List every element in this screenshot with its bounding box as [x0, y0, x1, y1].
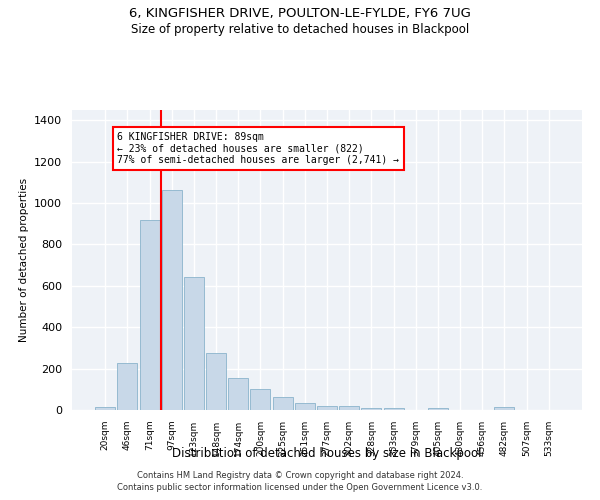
Bar [140, 220, 160, 410]
Bar [95, 407, 115, 410]
Y-axis label: Number of detached properties: Number of detached properties [19, 178, 29, 342]
Bar [361, 408, 382, 410]
Bar [295, 403, 315, 410]
Text: 6, KINGFISHER DRIVE, POULTON-LE-FYLDE, FY6 7UG: 6, KINGFISHER DRIVE, POULTON-LE-FYLDE, F… [129, 8, 471, 20]
Bar [162, 190, 182, 410]
Text: Contains HM Land Registry data © Crown copyright and database right 2024.: Contains HM Land Registry data © Crown c… [137, 471, 463, 480]
Text: Contains public sector information licensed under the Open Government Licence v3: Contains public sector information licen… [118, 484, 482, 492]
Bar [494, 407, 514, 410]
Bar [317, 406, 337, 410]
Bar [228, 378, 248, 410]
Bar [250, 390, 271, 410]
Bar [118, 364, 137, 410]
Bar [383, 408, 404, 410]
Bar [272, 396, 293, 410]
Bar [428, 408, 448, 410]
Text: 6 KINGFISHER DRIVE: 89sqm
← 23% of detached houses are smaller (822)
77% of semi: 6 KINGFISHER DRIVE: 89sqm ← 23% of detac… [118, 132, 400, 165]
Bar [184, 276, 204, 410]
Text: Size of property relative to detached houses in Blackpool: Size of property relative to detached ho… [131, 22, 469, 36]
Bar [206, 353, 226, 410]
Bar [339, 406, 359, 410]
Text: Distribution of detached houses by size in Blackpool: Distribution of detached houses by size … [172, 448, 482, 460]
